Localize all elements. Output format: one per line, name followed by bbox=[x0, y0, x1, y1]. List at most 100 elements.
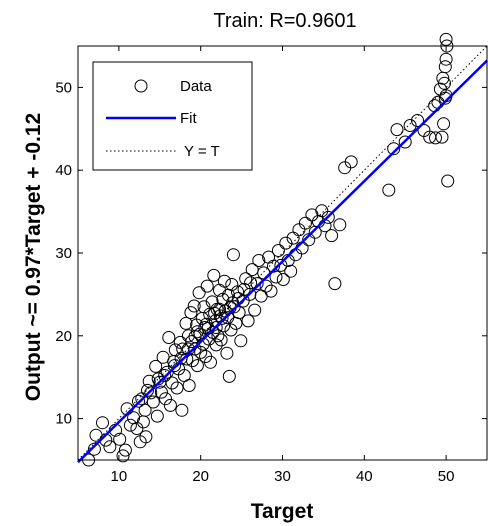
data-point bbox=[284, 264, 298, 278]
data-point bbox=[217, 274, 231, 288]
legend-fit-label: Fit bbox=[180, 110, 197, 127]
legend-data-label: Data bbox=[180, 78, 212, 95]
data-point bbox=[315, 204, 329, 218]
data-point bbox=[198, 321, 212, 334]
data-point bbox=[213, 302, 226, 316]
data-point bbox=[194, 345, 208, 359]
data-point bbox=[150, 409, 164, 423]
data-point bbox=[123, 418, 137, 432]
chart-title: Train: R=0.9601 bbox=[213, 10, 356, 32]
data-point bbox=[271, 244, 285, 257]
data-point bbox=[333, 218, 347, 232]
data-point bbox=[239, 272, 253, 286]
data-point bbox=[411, 114, 424, 127]
data-point bbox=[87, 442, 101, 456]
data-point bbox=[244, 276, 258, 290]
data-point bbox=[208, 306, 222, 320]
data-point bbox=[224, 323, 238, 337]
x-tick-label: 40 bbox=[356, 468, 373, 485]
data-point bbox=[174, 351, 188, 365]
data-point bbox=[252, 254, 266, 267]
y-tick-label: 10 bbox=[55, 411, 72, 428]
data-point bbox=[250, 277, 264, 291]
data-point bbox=[276, 273, 290, 286]
data-point bbox=[292, 223, 306, 237]
data-point bbox=[144, 386, 158, 400]
tick-layer: 10 20 30 40 50 10 20 30 40 50 bbox=[55, 46, 487, 485]
data-point bbox=[328, 277, 342, 291]
y-tick-label: 30 bbox=[55, 245, 72, 262]
data-point bbox=[403, 119, 417, 132]
y-tick-label: 40 bbox=[55, 162, 72, 179]
data-point bbox=[264, 284, 278, 298]
data-point bbox=[149, 359, 163, 373]
data-point bbox=[211, 329, 225, 343]
data-point bbox=[113, 432, 127, 446]
identity-line bbox=[77, 45, 488, 461]
data-point bbox=[141, 383, 154, 397]
data-point bbox=[163, 398, 177, 412]
data-point bbox=[159, 392, 172, 406]
data-point bbox=[175, 403, 189, 417]
data-point bbox=[248, 303, 262, 317]
data-point bbox=[214, 333, 228, 347]
legend-identity-label: Y = T bbox=[184, 143, 220, 160]
data-point bbox=[429, 131, 442, 145]
data-point bbox=[173, 335, 187, 349]
data-point bbox=[170, 381, 184, 395]
data-point bbox=[439, 52, 453, 66]
data-point bbox=[116, 449, 130, 463]
data-point bbox=[132, 394, 145, 408]
x-tick-label: 10 bbox=[111, 468, 128, 485]
data-point bbox=[158, 369, 172, 382]
data-point bbox=[146, 395, 160, 409]
data-point bbox=[118, 443, 132, 457]
data-point bbox=[382, 183, 396, 197]
fit-line bbox=[77, 59, 488, 464]
data-point bbox=[437, 117, 451, 131]
data-point bbox=[179, 316, 193, 330]
data-point bbox=[344, 155, 358, 169]
data-point bbox=[321, 210, 335, 224]
data-point bbox=[154, 385, 168, 399]
data-point bbox=[269, 270, 283, 284]
data-point bbox=[222, 369, 236, 383]
data-point bbox=[138, 403, 152, 417]
data-point bbox=[192, 286, 206, 300]
data-point bbox=[187, 299, 201, 313]
x-tick-label: 50 bbox=[438, 468, 455, 485]
y-tick-label: 20 bbox=[55, 328, 72, 345]
y-tick-label: 50 bbox=[55, 79, 72, 96]
x-tick-label: 30 bbox=[274, 468, 291, 485]
legend-box bbox=[92, 61, 253, 171]
data-point bbox=[215, 311, 229, 325]
data-point bbox=[209, 321, 223, 334]
data-point bbox=[267, 259, 280, 273]
data-point bbox=[168, 359, 181, 373]
lines-layer bbox=[77, 45, 488, 464]
data-point bbox=[259, 279, 273, 293]
x-axis-label: Target bbox=[251, 500, 314, 523]
data-point bbox=[139, 430, 153, 444]
data-point bbox=[325, 229, 339, 243]
data-point bbox=[274, 258, 288, 272]
data-point bbox=[387, 142, 401, 156]
data-point bbox=[435, 130, 449, 144]
data-point bbox=[441, 174, 455, 188]
data-point bbox=[226, 248, 240, 262]
data-point bbox=[204, 355, 217, 369]
y-axis-label: Output ~= 0.97*Target + -0.12 bbox=[22, 113, 45, 401]
data-point bbox=[209, 338, 223, 352]
data-point bbox=[182, 379, 196, 392]
data-point bbox=[180, 352, 194, 366]
data-point bbox=[165, 376, 179, 390]
data-point bbox=[398, 135, 412, 149]
data-point bbox=[390, 123, 404, 137]
data-point bbox=[190, 359, 204, 373]
data-point bbox=[103, 440, 117, 454]
data-point bbox=[188, 330, 202, 344]
data-point bbox=[162, 331, 176, 344]
data-point bbox=[241, 314, 255, 328]
data-point bbox=[302, 233, 316, 247]
